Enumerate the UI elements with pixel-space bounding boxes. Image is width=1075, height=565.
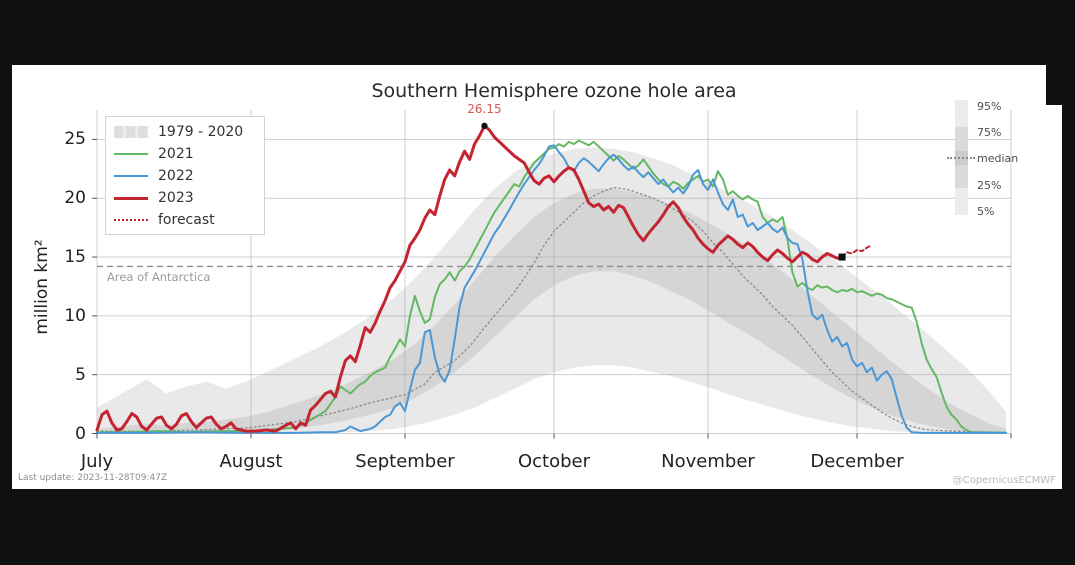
percentile-label-median: median — [977, 152, 1019, 165]
credit-text: @CopernicusECMWF — [952, 475, 1056, 486]
series-line-2022 — [96, 144, 1007, 434]
legend-label: 1979 - 2020 — [158, 124, 244, 140]
percentile-label-5: 5% — [977, 205, 995, 218]
x-tick-label: August — [219, 451, 283, 472]
antarctica-area-label: Area of Antarctica — [107, 270, 211, 284]
percentile-label-25: 25% — [977, 179, 1002, 192]
y-tick-label: 0 — [75, 423, 86, 444]
series-line-forecast — [841, 244, 873, 258]
legend: 1979 - 2020 2021 2022 2023 forecast — [105, 116, 265, 235]
legend-label: 2022 — [158, 168, 194, 184]
x-tick-label: October — [517, 451, 591, 472]
band-swatch-icon — [114, 126, 148, 138]
green-line-swatch-icon — [114, 153, 148, 155]
series-end-marker — [838, 253, 846, 261]
y-tick-label: 25 — [64, 129, 86, 150]
legend-label: 2023 — [158, 190, 194, 206]
legend-item-forecast: forecast — [114, 211, 256, 229]
band-5-95 — [97, 147, 1006, 434]
series-line-median-1979-2020 — [96, 186, 1007, 433]
median-dotted-swatch-icon — [947, 157, 975, 159]
y-tick-label: 20 — [64, 188, 86, 209]
x-tick-label: November — [661, 451, 755, 472]
legend-item-band: 1979 - 2020 — [114, 123, 256, 141]
legend-item-2022: 2022 — [114, 167, 256, 185]
legend-label: forecast — [158, 212, 215, 228]
corner-notch — [1046, 65, 1063, 105]
x-tick-label: September — [355, 451, 455, 472]
red-line-swatch-icon — [114, 196, 148, 200]
dashed-line-swatch-icon — [114, 219, 148, 221]
percentile-label-95: 95% — [977, 100, 1002, 113]
legend-item-2023: 2023 — [114, 189, 256, 207]
series-line-2021 — [96, 139, 1007, 434]
y-tick-label: 15 — [64, 247, 86, 268]
y-tick-label: 5 — [75, 364, 86, 385]
blue-line-swatch-icon — [114, 175, 148, 177]
x-tick-label: July — [80, 451, 114, 472]
legend-item-2021: 2021 — [114, 145, 256, 163]
chart-title: Southern Hemisphere ozone hole area — [371, 80, 737, 102]
series-line-2023 — [95, 124, 844, 433]
last-update-text: Last update: 2023-11-28T09:47Z — [18, 473, 168, 483]
percentile-label-75: 75% — [977, 126, 1002, 139]
legend-label: 2021 — [158, 146, 194, 162]
peak-value-annotation: 26.15 — [467, 102, 502, 116]
x-tick-label: December — [810, 451, 904, 472]
band-25-75 — [97, 188, 1006, 434]
peak-marker — [481, 122, 488, 130]
y-tick-label: 10 — [64, 305, 86, 326]
